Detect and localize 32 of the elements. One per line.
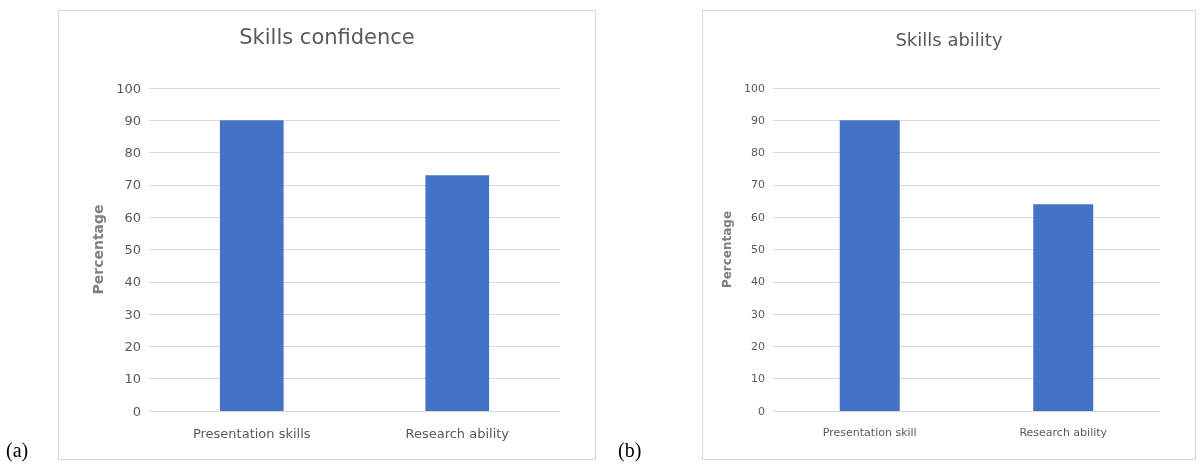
x-tick-label: Research ability: [405, 426, 510, 441]
x-tick-label: Presentation skills: [192, 426, 311, 441]
text: (b): [618, 439, 642, 462]
y-tick-label: 60: [751, 210, 765, 224]
y-tick-label: 30: [124, 306, 141, 322]
y-tick-label: 80: [124, 145, 141, 161]
y-tick-label: 0: [758, 404, 765, 418]
x-tick-label: Presentation skill: [822, 426, 917, 439]
y-tick-label: 40: [751, 275, 765, 289]
y-tick-label: 50: [751, 243, 765, 256]
y-tick-label: 70: [751, 178, 765, 192]
y-tick-label: 90: [751, 113, 765, 127]
y-tick-label: 20: [124, 338, 141, 354]
y-tick-label: 40: [124, 274, 141, 290]
y-axis-title: Percentage: [720, 210, 735, 289]
y-tick-label: 10: [751, 372, 765, 386]
y-tick-label: 80: [751, 146, 765, 160]
chart-title: Skills ability: [895, 28, 1003, 50]
y-tick-label: 70: [124, 177, 141, 193]
y-tick-label: 30: [751, 307, 765, 321]
y-tick-label: 50: [124, 242, 141, 257]
y-axis-title: Percentage: [90, 204, 106, 295]
y-tick-label: 100: [116, 80, 141, 96]
x-tick-label: Research ability: [1019, 426, 1108, 439]
y-tick-label: 60: [124, 209, 141, 225]
y-tick-label: 100: [744, 81, 765, 95]
y-tick-label: 0: [132, 403, 141, 419]
y-tick-label: 90: [124, 112, 141, 128]
y-tick-label: 10: [124, 371, 141, 387]
chart-title: Skills confidence: [239, 24, 415, 49]
text: (a): [6, 439, 29, 462]
y-tick-label: 20: [751, 339, 765, 353]
